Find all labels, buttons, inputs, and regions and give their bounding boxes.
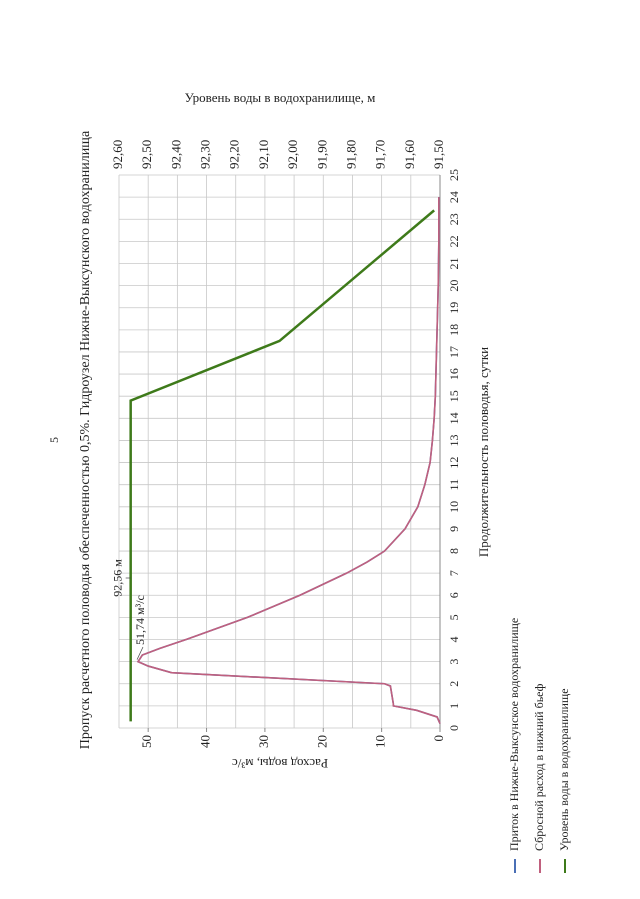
x-tick-label: 2 xyxy=(447,681,461,687)
page-number: 5 xyxy=(47,437,61,443)
y-tick-label: 20 xyxy=(314,735,329,748)
x-tick-label: 1 xyxy=(447,703,461,709)
rotated-chart: 5 Пропуск расчетного половодья обеспечен… xyxy=(47,90,571,873)
y-tick-label: 40 xyxy=(198,735,213,748)
x-tick-label: 12 xyxy=(447,457,461,469)
x-tick-label: 4 xyxy=(447,637,461,643)
legend-label: Уровень воды в водохранилище xyxy=(557,688,571,851)
x-tick-label: 3 xyxy=(447,659,461,665)
y-tick-label: 0 xyxy=(431,735,446,742)
y2-tick-label: 92,20 xyxy=(227,140,242,169)
legend-label: Сбросной расход в нижний бьеф xyxy=(532,683,546,851)
x-tick-label: 0 xyxy=(447,725,461,731)
x-tick-label: 23 xyxy=(447,213,461,225)
x-tick-label: 9 xyxy=(447,526,461,532)
series-line xyxy=(129,209,435,722)
x-tick-label: 6 xyxy=(447,592,461,598)
x-tick-label: 18 xyxy=(447,324,461,336)
y2-tick-label: 92,60 xyxy=(110,140,125,169)
x-tick-label: 14 xyxy=(447,412,461,424)
y2-axis-title: Уровень воды в водохранилище, м xyxy=(185,90,376,105)
y-tick-label: 50 xyxy=(139,735,154,748)
x-tick-label: 11 xyxy=(447,479,461,491)
y2-tick-label: 91,80 xyxy=(343,140,358,169)
x-tick-label: 20 xyxy=(447,280,461,292)
x-tick-label: 19 xyxy=(447,302,461,314)
legend-label: Приток в Нижне-Выксунское водохранилище xyxy=(507,618,521,851)
series-line xyxy=(136,197,441,724)
y2-tick-label: 92,10 xyxy=(256,140,271,169)
annotation-leader xyxy=(136,646,144,660)
y-axis-title: Расход воды, м³/с xyxy=(232,756,328,771)
x-axis-title: Продолжительность половодья, сутки xyxy=(476,347,491,557)
annotation: 92,56 м xyxy=(110,559,124,597)
y2-tick-label: 92,30 xyxy=(198,140,213,169)
x-tick-label: 7 xyxy=(447,570,461,576)
y2-tick-label: 91,70 xyxy=(373,140,388,169)
annotation: 51,74 м³/с xyxy=(133,595,147,645)
x-tick-label: 10 xyxy=(447,501,461,513)
y2-tick-label: 92,00 xyxy=(285,140,300,169)
x-tick-label: 5 xyxy=(447,614,461,620)
y2-tick-label: 91,60 xyxy=(402,140,417,169)
series-line xyxy=(136,197,441,724)
x-tick-label: 15 xyxy=(447,390,461,402)
y-tick-label: 10 xyxy=(373,735,388,748)
y2-tick-label: 92,40 xyxy=(168,140,183,169)
x-tick-label: 8 xyxy=(447,548,461,554)
y-tick-label: 30 xyxy=(256,735,271,748)
x-tick-label: 25 xyxy=(447,169,461,181)
x-tick-label: 13 xyxy=(447,434,461,446)
chart-title: Пропуск расчетного половодья обеспеченно… xyxy=(78,130,93,749)
x-tick-label: 16 xyxy=(447,368,461,380)
y2-tick-label: 92,50 xyxy=(139,140,154,169)
y2-tick-label: 91,90 xyxy=(314,140,329,169)
y2-tick-label: 91,50 xyxy=(431,140,446,169)
x-tick-label: 21 xyxy=(447,257,461,269)
x-tick-label: 17 xyxy=(447,346,461,358)
x-tick-label: 24 xyxy=(447,191,461,203)
x-tick-label: 22 xyxy=(447,235,461,247)
